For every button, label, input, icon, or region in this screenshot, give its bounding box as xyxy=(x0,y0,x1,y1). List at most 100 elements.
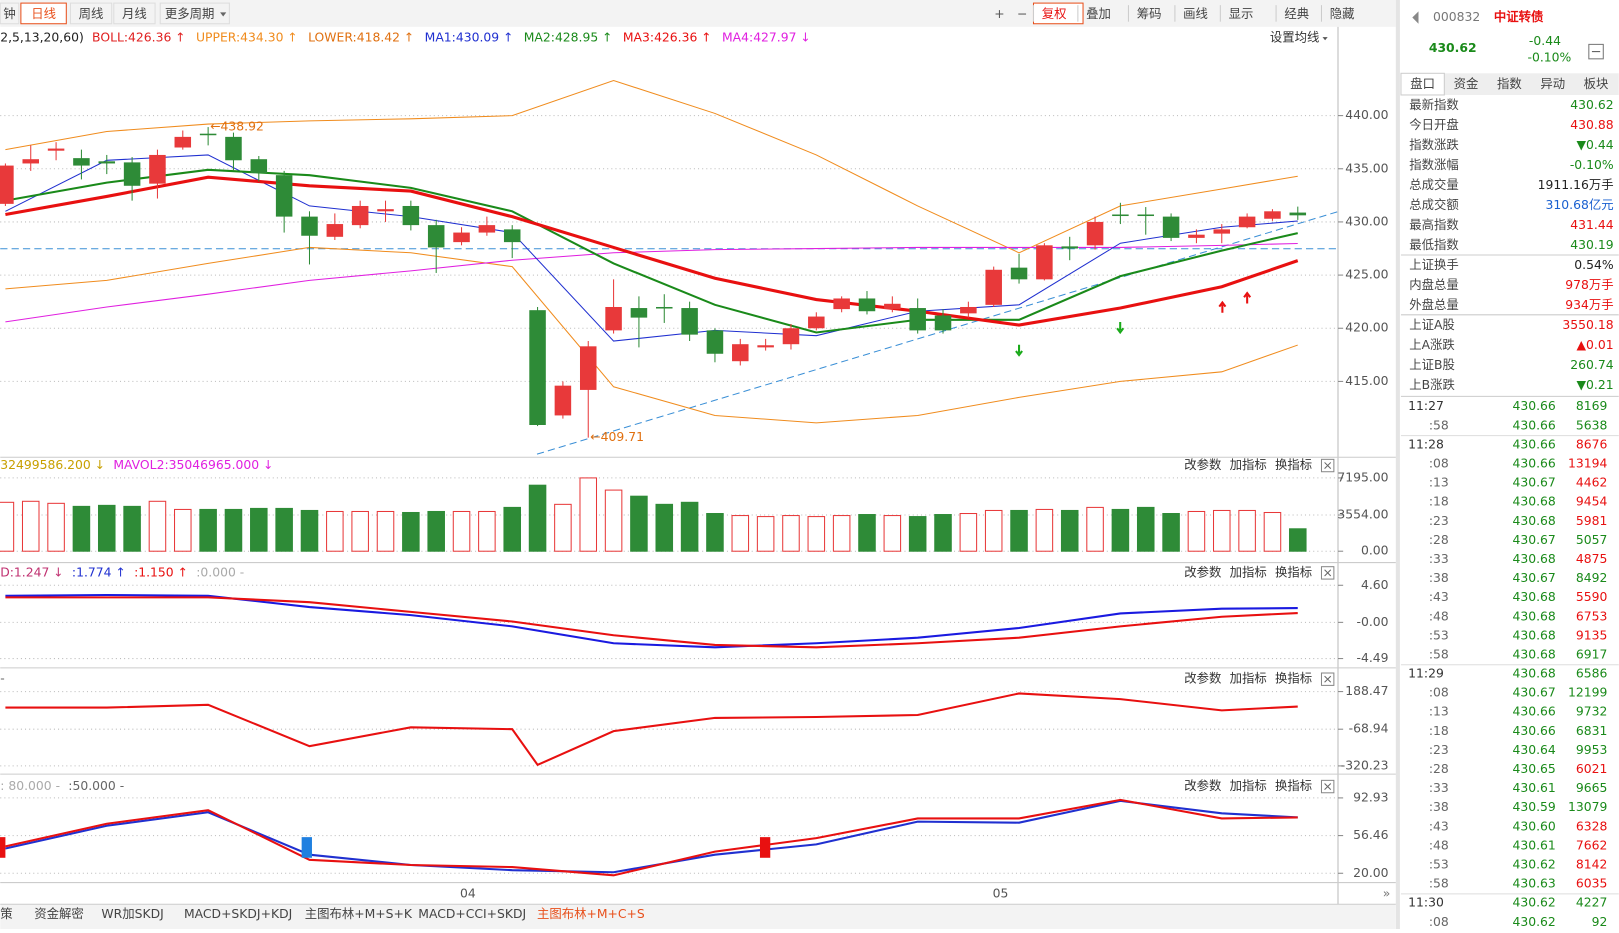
quote-label: 上证B股 xyxy=(1409,358,1455,372)
volume-bar xyxy=(148,500,167,552)
bottom-tabs-bg xyxy=(0,904,1396,929)
bottom-tab[interactable]: 主图布林+M+S+K xyxy=(305,907,413,921)
tool-label[interactable]: 筹码 xyxy=(1137,6,1162,21)
signal-arrow xyxy=(1243,291,1252,304)
tick-price: 430.64 xyxy=(1512,743,1555,757)
y-tick-label: 0.00 xyxy=(1361,544,1389,558)
bottom-tab[interactable]: MACD+SKDJ+KDJ xyxy=(184,907,292,921)
bottom-tab[interactable]: WR加SKDJ xyxy=(101,907,163,921)
quote-value: 978万手 xyxy=(1565,278,1613,292)
tool-label[interactable]: 显示 xyxy=(1229,7,1254,21)
indicator-line xyxy=(5,175,1299,327)
stock-name: 中证转债 xyxy=(1494,9,1544,24)
scroll-right[interactable]: » xyxy=(1383,886,1391,900)
panel-button[interactable]: 加指标 xyxy=(1230,564,1267,579)
tick-time: :33 xyxy=(1429,781,1449,795)
side-tab[interactable]: 资金 xyxy=(1454,76,1479,91)
zoom-out[interactable]: − xyxy=(1017,7,1027,21)
y-tick-label: 92.93 xyxy=(1353,790,1388,804)
panel-button[interactable]: 改参数 xyxy=(1184,564,1222,579)
candle-body xyxy=(1137,214,1155,217)
signal-arrow xyxy=(1015,344,1023,357)
period-label[interactable]: 更多周期 xyxy=(165,7,215,21)
tool-label[interactable]: 经典 xyxy=(1284,7,1309,21)
candle-body xyxy=(1086,221,1104,246)
tool-label[interactable]: 叠加 xyxy=(1086,7,1111,21)
period-label[interactable]: 周线 xyxy=(79,7,104,21)
tab-active[interactable] xyxy=(1400,72,1445,96)
x-tick-label: 05 xyxy=(993,886,1009,900)
bottom-tab[interactable]: MACD+CCI+SKDJ xyxy=(418,907,526,921)
zoom-in[interactable]: + xyxy=(994,7,1004,21)
indicator-header: : 80.000 - xyxy=(0,779,60,793)
panel-button[interactable]: 换指标 xyxy=(1275,671,1312,686)
panel-button[interactable]: 加指标 xyxy=(1230,671,1267,686)
volume-bar xyxy=(326,510,344,552)
indicator-line xyxy=(5,154,1298,342)
candle-body xyxy=(351,205,369,226)
panel-button[interactable]: 加指标 xyxy=(1230,778,1267,793)
candle-body xyxy=(1061,246,1078,249)
period-button[interactable] xyxy=(69,2,113,25)
tick-price: 430.68 xyxy=(1512,647,1555,661)
tool-label[interactable]: 复权 xyxy=(1042,6,1067,21)
volume-bar xyxy=(984,509,1003,552)
period-label[interactable]: 月线 xyxy=(122,7,147,21)
price-annotation: ←409.71 xyxy=(590,430,644,444)
panel-button[interactable]: 加指标 xyxy=(1230,457,1267,472)
tool-label[interactable]: 画线 xyxy=(1183,7,1208,21)
candle-body xyxy=(301,216,318,236)
tool-label[interactable]: 隐藏 xyxy=(1330,7,1355,21)
tick-time: :08 xyxy=(1429,456,1449,470)
tick-price: 430.66 xyxy=(1512,705,1555,719)
y-tick-label: 4.60 xyxy=(1361,578,1389,592)
side-tab[interactable]: 盘口 xyxy=(1410,76,1435,91)
panel-button[interactable]: 换指标 xyxy=(1275,457,1312,472)
candle-body xyxy=(706,330,724,354)
volume-bar xyxy=(224,508,243,552)
bottom-tab[interactable]: 主图布林+M+C+S xyxy=(537,907,645,921)
panel-button[interactable]: 改参数 xyxy=(1184,457,1222,472)
volume-bar xyxy=(1035,508,1054,552)
tick-price: 430.66 xyxy=(1512,724,1555,738)
bottom-tab[interactable]: 策 xyxy=(0,906,12,921)
panel-button[interactable]: 改参数 xyxy=(1184,671,1222,686)
period-button[interactable] xyxy=(0,2,20,25)
quote-label: 最低指数 xyxy=(1409,237,1459,252)
legend-entry: MA2:428.95 ↑ xyxy=(524,31,613,45)
indicator-line xyxy=(5,246,1298,424)
volume-bar xyxy=(630,495,648,552)
side-tab[interactable]: 板块 xyxy=(1584,77,1609,91)
side-tab[interactable]: 指数 xyxy=(1497,76,1522,91)
tick-price: 430.61 xyxy=(1512,838,1555,852)
last-price: 430.62 xyxy=(1429,41,1477,55)
tick-volume: 9953 xyxy=(1576,743,1608,757)
volume-bar xyxy=(97,504,116,552)
quote-value: -0.10% xyxy=(1570,158,1614,172)
back-arrow[interactable] xyxy=(1412,11,1419,24)
indicator-line xyxy=(5,596,1298,649)
signal-arrow xyxy=(1218,300,1227,313)
period-button[interactable] xyxy=(113,2,156,25)
period-button[interactable] xyxy=(20,2,67,25)
tick-volume: 8492 xyxy=(1576,571,1608,585)
panel-button[interactable]: 改参数 xyxy=(1184,778,1222,793)
indicator-header: :1.774 ↑ xyxy=(72,565,126,579)
ma-settings[interactable]: 设置均线 xyxy=(1270,30,1320,45)
volume-bar xyxy=(21,500,40,552)
period-label[interactable]: 日线 xyxy=(31,7,56,21)
volume-bar xyxy=(680,501,699,552)
volume-bar xyxy=(528,484,547,552)
side-tab[interactable]: 异动 xyxy=(1540,77,1565,91)
period-label[interactable]: 钟 xyxy=(3,6,15,21)
tick-time: :58 xyxy=(1429,877,1449,891)
panel-button[interactable]: 换指标 xyxy=(1275,778,1312,793)
candle-body xyxy=(934,315,952,331)
quote-value: 260.74 xyxy=(1570,358,1613,372)
panel-button[interactable]: 换指标 xyxy=(1275,564,1312,579)
bottom-tab[interactable]: 资金解密 xyxy=(34,906,84,921)
volume-bar xyxy=(452,510,471,552)
tick-volume: 5590 xyxy=(1576,590,1608,604)
tick-time: :43 xyxy=(1429,819,1449,833)
period-button[interactable] xyxy=(159,2,230,25)
